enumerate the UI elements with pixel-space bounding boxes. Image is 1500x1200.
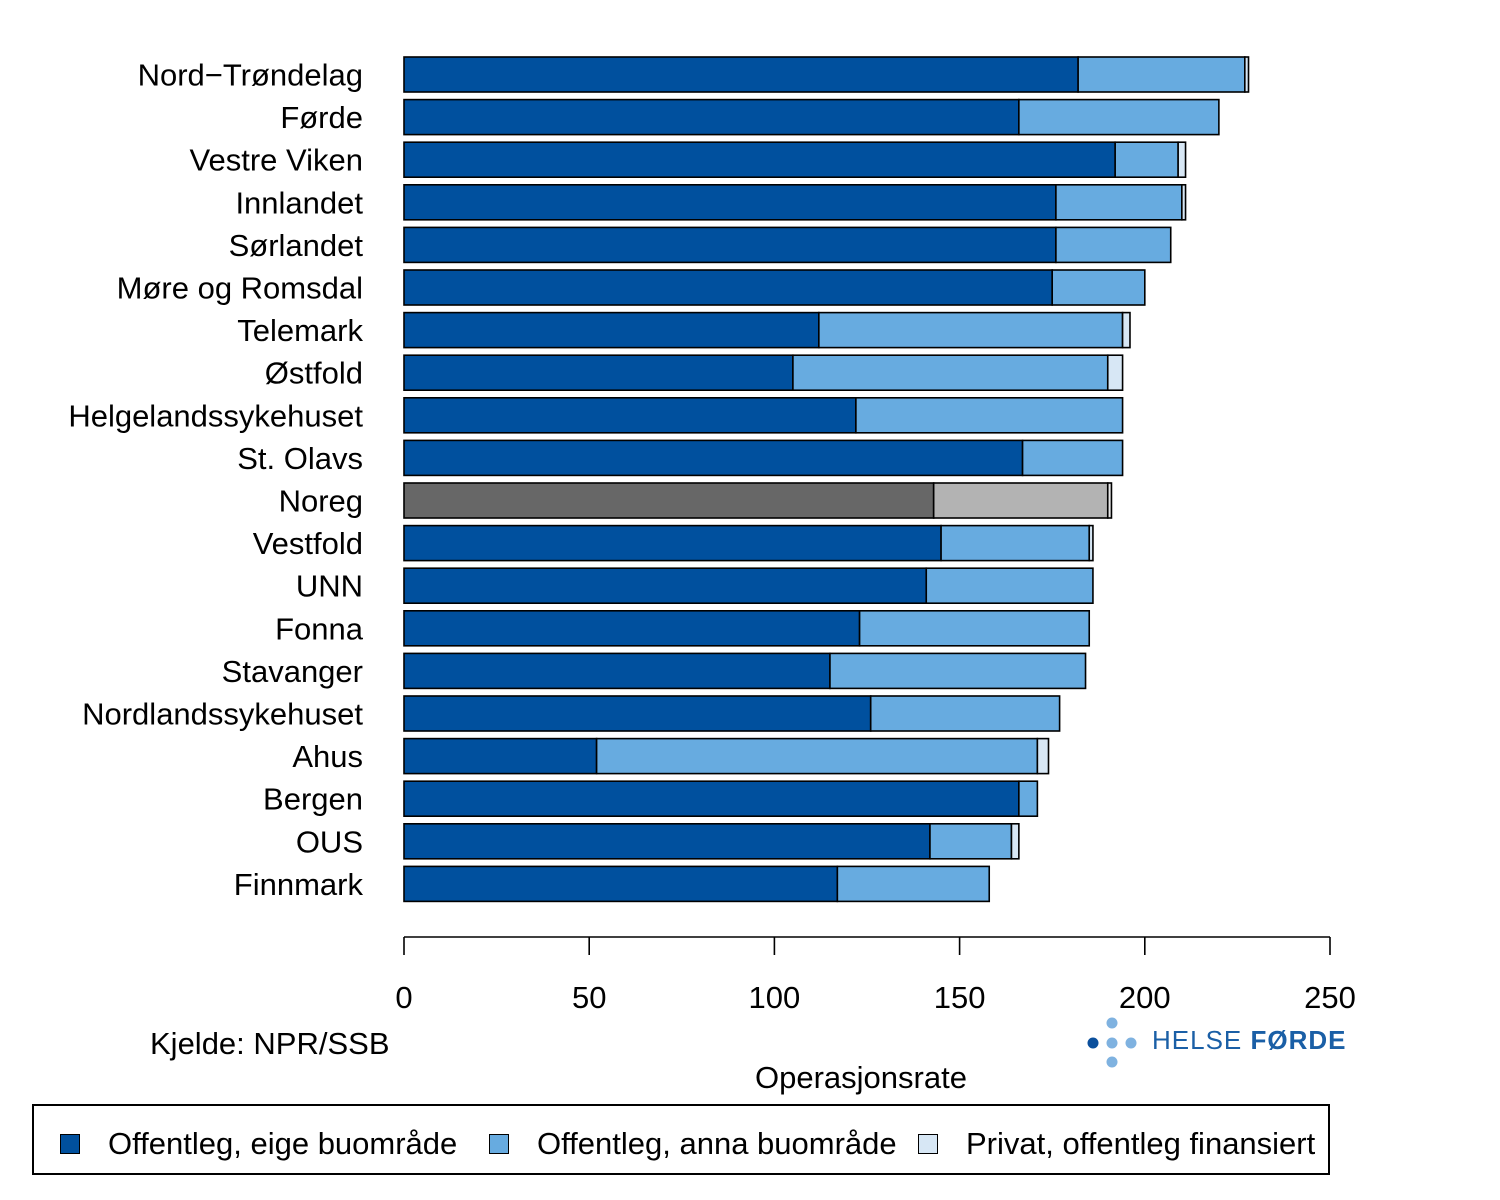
bar-segment-nord-tr-ndelag-s2 bbox=[1077, 56, 1246, 93]
legend: Offentleg, eige buområde Offentleg, anna… bbox=[32, 1104, 1330, 1175]
x-tick-label-50: 50 bbox=[572, 980, 606, 1015]
category-label-vestre-viken: Vestre Viken bbox=[190, 143, 363, 178]
category-label-noreg: Noreg bbox=[279, 484, 363, 519]
category-label-telemark: Telemark bbox=[237, 313, 363, 348]
x-tick-label-0: 0 bbox=[395, 980, 412, 1015]
category-label-unn: UNN bbox=[296, 569, 363, 604]
bar-segment-ous-s2 bbox=[929, 822, 1013, 860]
bar-segment-finnmark-s2 bbox=[836, 865, 991, 903]
bar-segment-m-re-og-romsdal-s2 bbox=[1051, 269, 1146, 306]
legend-swatch-own-area bbox=[60, 1134, 80, 1154]
source-note: Kjelde: NPR/SSB bbox=[150, 1026, 390, 1061]
bar-segment-vestre-viken-s1 bbox=[403, 141, 1116, 178]
bar-segment-s-rlandet-s1 bbox=[403, 226, 1057, 264]
bar-segment-s-rlandet-s2 bbox=[1055, 226, 1172, 264]
category-label-stavanger: Stavanger bbox=[222, 654, 363, 689]
bar-segment-unn-s2 bbox=[925, 567, 1094, 605]
bar-segment-vestre-viken-s2 bbox=[1114, 141, 1179, 178]
bar-segment-ous-s3 bbox=[1010, 822, 1020, 860]
bar-segment-innlandet-s2 bbox=[1055, 184, 1183, 221]
bar-segment-ous-s1 bbox=[403, 822, 931, 860]
bar-segment-fonna-s1 bbox=[403, 609, 861, 647]
logo-text-bold: FØRDE bbox=[1250, 1025, 1347, 1055]
bar-segment-stfold-s2 bbox=[792, 354, 1109, 392]
category-label-f-rde: Førde bbox=[280, 100, 363, 135]
category-label-vestfold: Vestfold bbox=[253, 526, 363, 561]
category-label-m-re-og-romsdal: Møre og Romsdal bbox=[117, 271, 363, 306]
logo-text-light: HELSE bbox=[1152, 1025, 1251, 1055]
bar-segment-stfold-s1 bbox=[403, 354, 794, 392]
bar-segment-fonna-s2 bbox=[858, 609, 1091, 647]
bar-segment-f-rde-s1 bbox=[403, 98, 1020, 136]
bar-segment-noreg-s2 bbox=[932, 482, 1109, 519]
bar-segment-bergen-s2 bbox=[1018, 780, 1039, 818]
category-label-helgelandssykehuset: Helgelandssykehuset bbox=[68, 398, 363, 433]
bar-segment-nord-tr-ndelag-s1 bbox=[403, 56, 1079, 93]
bar-segment-nordlandssykehuset-s1 bbox=[403, 695, 872, 732]
bar-segment-finnmark-s1 bbox=[403, 865, 839, 903]
bar-segment-bergen-s1 bbox=[403, 780, 1020, 818]
bar-segment-helgelandssykehuset-s2 bbox=[855, 396, 1124, 434]
category-label-stfold: Østfold bbox=[265, 356, 363, 391]
legend-swatch-private bbox=[918, 1134, 938, 1154]
bar-segment-innlandet-s3 bbox=[1181, 184, 1187, 221]
category-label-s-rlandet: Sørlandet bbox=[229, 228, 364, 263]
bar-segment-telemark-s1 bbox=[403, 311, 820, 349]
category-label-nord-tr-ndelag: Nord−Trøndelag bbox=[138, 58, 363, 93]
bar-segment-ahus-s3 bbox=[1036, 737, 1050, 775]
logo-text: HELSE FØRDE bbox=[1152, 1025, 1347, 1056]
bar-segment-m-re-og-romsdal-s1 bbox=[403, 269, 1054, 306]
category-label-ahus: Ahus bbox=[292, 739, 363, 774]
bar-segment-f-rde-s2 bbox=[1018, 98, 1220, 136]
legend-swatch-other-area bbox=[489, 1134, 509, 1154]
category-label-innlandet: Innlandet bbox=[235, 185, 363, 220]
bar-segment-stfold-s3 bbox=[1106, 354, 1124, 392]
legend-label-private: Privat, offentleg finansiert bbox=[966, 1126, 1316, 1161]
bar-segment-st-olavs-s2 bbox=[1021, 439, 1124, 477]
legend-item-private: Privat, offentleg finansiert bbox=[918, 1126, 1315, 1162]
legend-item-own-area: Offentleg, eige buområde bbox=[60, 1126, 457, 1162]
bar-segment-telemark-s2 bbox=[818, 311, 1124, 349]
bar-segment-telemark-s3 bbox=[1121, 311, 1131, 349]
category-label-st-olavs: St. Olavs bbox=[237, 441, 363, 476]
helse-forde-logo-icon bbox=[1087, 1017, 1137, 1068]
x-tick-label-200: 200 bbox=[1119, 980, 1171, 1015]
bar-segment-vestfold-s2 bbox=[940, 524, 1091, 562]
legend-label-other-area: Offentleg, anna buområde bbox=[537, 1126, 897, 1161]
x-axis-title: Operasjonsrate bbox=[755, 1060, 967, 1095]
bar-segment-vestre-viken-s3 bbox=[1177, 141, 1187, 178]
legend-label-own-area: Offentleg, eige buområde bbox=[108, 1126, 458, 1161]
bar-segment-stavanger-s1 bbox=[403, 652, 831, 690]
legend-item-other-area: Offentleg, anna buområde bbox=[489, 1126, 897, 1162]
bar-segment-ahus-s1 bbox=[403, 737, 598, 775]
category-label-ous: OUS bbox=[296, 824, 363, 859]
bar-segment-noreg-s1 bbox=[403, 482, 935, 519]
bar-segment-vestfold-s3 bbox=[1088, 524, 1094, 562]
category-label-finnmark: Finnmark bbox=[234, 867, 364, 902]
bar-segment-stavanger-s2 bbox=[829, 652, 1087, 690]
bar-segment-nord-tr-ndelag-s3 bbox=[1244, 56, 1250, 93]
bar-segment-nordlandssykehuset-s2 bbox=[869, 695, 1061, 732]
category-label-fonna: Fonna bbox=[275, 611, 364, 646]
x-tick-label-100: 100 bbox=[749, 980, 801, 1015]
bar-segment-innlandet-s1 bbox=[403, 184, 1057, 221]
x-tick-label-150: 150 bbox=[934, 980, 986, 1015]
category-label-bergen: Bergen bbox=[263, 782, 363, 817]
category-label-nordlandssykehuset: Nordlandssykehuset bbox=[82, 697, 363, 732]
bar-segment-vestfold-s1 bbox=[403, 524, 942, 562]
bar-segment-ahus-s2 bbox=[595, 737, 1039, 775]
bar-segment-st-olavs-s1 bbox=[403, 439, 1024, 477]
bar-segment-helgelandssykehuset-s1 bbox=[403, 396, 857, 434]
x-tick-label-250: 250 bbox=[1304, 980, 1356, 1015]
bar-segment-unn-s1 bbox=[403, 567, 928, 605]
bar-segment-noreg-s3 bbox=[1106, 482, 1113, 519]
